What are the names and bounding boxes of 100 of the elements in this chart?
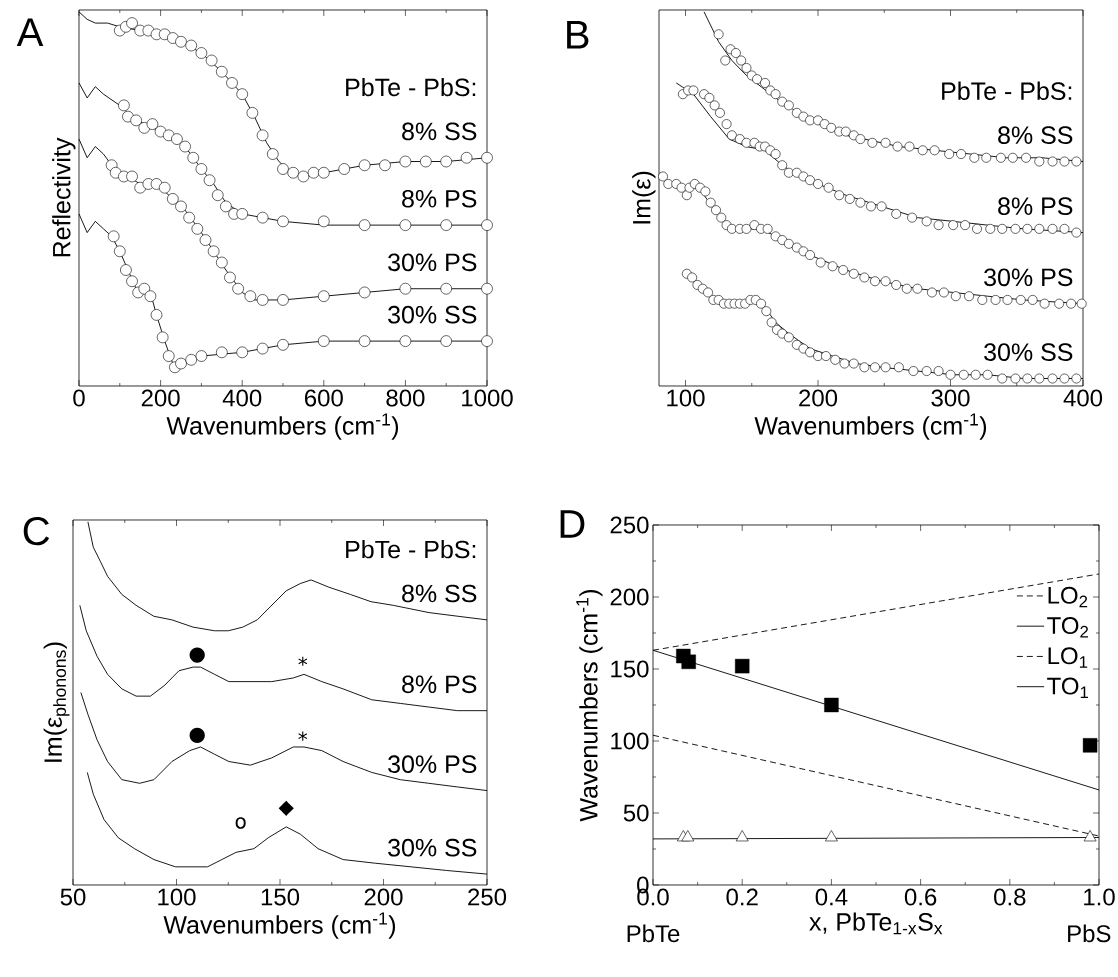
point xyxy=(440,155,452,168)
point xyxy=(358,159,371,172)
text: PbS xyxy=(1068,924,1111,943)
point xyxy=(144,290,157,302)
point xyxy=(997,223,1008,234)
point xyxy=(277,163,289,175)
point xyxy=(191,223,204,235)
x-tick-label: 0.8 xyxy=(994,888,1026,906)
point xyxy=(912,283,923,294)
point xyxy=(688,85,699,96)
point xyxy=(318,290,330,302)
point xyxy=(981,152,992,163)
point xyxy=(420,155,432,168)
series-label: 8% PS xyxy=(998,197,1073,216)
point xyxy=(1010,373,1021,384)
point xyxy=(175,35,187,48)
point xyxy=(969,152,980,163)
point xyxy=(891,280,902,290)
x-axis-title: Wavenumbers (cm$^{-1}$) xyxy=(754,413,987,440)
point xyxy=(907,212,917,223)
point xyxy=(834,190,845,201)
legend-label: TO$_{1}$ xyxy=(1047,677,1089,699)
series-label: 30% SS xyxy=(984,343,1073,361)
point xyxy=(399,335,412,347)
point xyxy=(440,282,452,295)
series-label: 8% PS xyxy=(402,189,477,208)
point xyxy=(964,291,974,302)
point xyxy=(938,287,949,298)
point xyxy=(287,166,299,179)
x-tick-label: 200 xyxy=(141,389,180,407)
point xyxy=(1010,223,1021,234)
point xyxy=(950,291,961,302)
x-tick-label: 0.6 xyxy=(904,888,937,906)
point xyxy=(256,211,269,224)
point xyxy=(156,331,169,344)
point xyxy=(756,298,766,309)
point xyxy=(876,201,887,212)
point xyxy=(798,246,809,257)
point xyxy=(358,335,371,347)
point xyxy=(735,830,749,842)
point xyxy=(399,155,412,168)
point xyxy=(721,119,732,129)
point xyxy=(720,55,731,66)
point xyxy=(267,148,279,160)
point xyxy=(126,17,138,29)
point xyxy=(929,145,940,156)
series-label: 8% SS xyxy=(402,122,477,141)
point xyxy=(183,211,195,224)
point xyxy=(687,272,698,283)
point xyxy=(933,366,944,376)
point xyxy=(171,133,183,145)
y-tick-label: 100 xyxy=(611,732,649,750)
point xyxy=(681,830,695,842)
point xyxy=(839,358,850,369)
point xyxy=(232,282,244,295)
point xyxy=(880,137,891,148)
point xyxy=(805,347,815,358)
point xyxy=(1059,156,1070,167)
point xyxy=(216,346,228,359)
x-tick-label: 800 xyxy=(386,389,425,407)
point xyxy=(848,358,859,369)
x-axis-title: Wavenumbers (cm$^{-1}$) xyxy=(166,413,399,440)
point xyxy=(256,129,269,142)
point xyxy=(838,265,849,275)
y-axis-title: Wavenumbers (cm$^{-1}$) xyxy=(576,589,603,822)
point xyxy=(762,223,773,234)
point xyxy=(126,275,138,288)
x-tick-label: 1000 xyxy=(462,389,513,407)
point xyxy=(711,205,721,216)
annotation: PbTe - PbS: xyxy=(346,539,476,559)
annotation: o xyxy=(235,817,246,829)
point xyxy=(175,200,187,213)
point xyxy=(399,282,412,295)
point xyxy=(859,362,870,373)
point xyxy=(1047,156,1058,167)
point xyxy=(107,230,120,243)
series-label: 8% PS xyxy=(402,675,477,694)
point xyxy=(481,282,493,295)
point xyxy=(770,149,781,159)
y-axis-title: Reflectivity xyxy=(52,137,76,257)
x-tick-label: 1.0 xyxy=(1084,888,1115,906)
point xyxy=(893,362,904,373)
chart-title: C xyxy=(23,516,50,546)
annotation: ● xyxy=(189,727,205,743)
point xyxy=(997,373,1008,384)
point xyxy=(216,256,228,269)
point xyxy=(297,170,310,183)
point xyxy=(735,658,750,674)
point xyxy=(892,141,903,152)
point xyxy=(216,65,228,78)
point xyxy=(715,107,725,118)
x-tick-label: 100 xyxy=(667,389,705,407)
point xyxy=(741,63,752,73)
point xyxy=(1082,738,1098,753)
point xyxy=(187,151,200,164)
x-tick-label: 150 xyxy=(261,888,300,906)
point xyxy=(318,166,330,179)
point xyxy=(736,55,747,66)
point xyxy=(730,48,741,58)
point xyxy=(948,220,959,231)
